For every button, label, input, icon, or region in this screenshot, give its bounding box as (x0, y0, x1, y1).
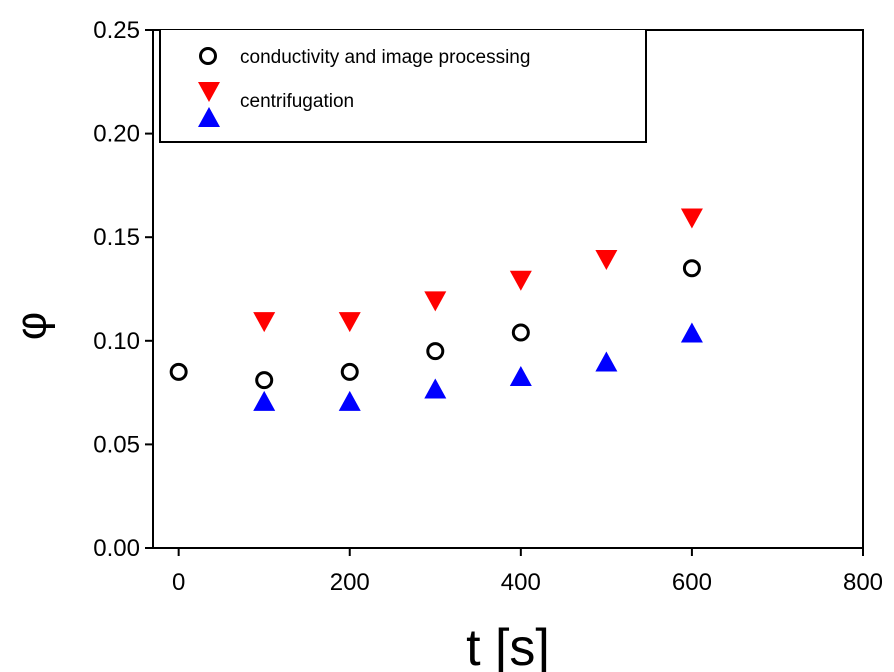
series-3-point (424, 378, 447, 399)
x-tick-label: 800 (843, 569, 883, 596)
series-2-point (595, 249, 618, 270)
y-tick-label: 0.15 (93, 224, 140, 251)
series-1-point (169, 362, 188, 381)
x-tick-label: 200 (330, 569, 370, 596)
series-1-point (255, 371, 274, 390)
series-1-point (682, 259, 701, 278)
series-1-point (511, 323, 530, 342)
series-3-point (509, 366, 532, 387)
y-axis-title: φ (7, 312, 56, 341)
legend-box (159, 30, 647, 143)
series-3-point (338, 390, 361, 411)
y-tick-label: 0.25 (93, 17, 140, 44)
series-3-point (595, 351, 618, 372)
series-2-point (253, 312, 276, 333)
data-marks (169, 208, 703, 411)
series-2-point (680, 208, 703, 229)
series-3-point (680, 322, 703, 343)
legend-marker-triangle-up (198, 107, 220, 127)
x-tick-label: 600 (672, 569, 712, 596)
x-tick-label: 400 (501, 569, 541, 596)
legend-marker-triangle-down (198, 82, 220, 102)
axis-ticks: 0 200 400 600 800 0.00 0.05 0.10 0.15 0.20 0.25 (93, 17, 883, 596)
series-1-point (340, 362, 359, 381)
y-tick-label: 0.05 (93, 431, 140, 458)
series-2-point (424, 291, 447, 312)
series-2-point (509, 270, 532, 291)
y-tick-label: 0.00 (93, 535, 140, 562)
legend-label-series-2: centrifugation (240, 91, 354, 112)
series-1-point (426, 342, 445, 361)
legend: conductivity and image processing centri… (159, 30, 647, 143)
y-tick-label: 0.10 (93, 328, 140, 355)
series-2-point (338, 312, 361, 333)
x-axis-title: t [s] (466, 619, 550, 672)
x-tick-label: 0 (172, 569, 185, 596)
series-3-point (253, 390, 276, 411)
legend-label-series-1: conductivity and image processing (240, 47, 530, 68)
y-tick-label: 0.20 (93, 121, 140, 148)
legend-marker-circle (199, 47, 217, 65)
